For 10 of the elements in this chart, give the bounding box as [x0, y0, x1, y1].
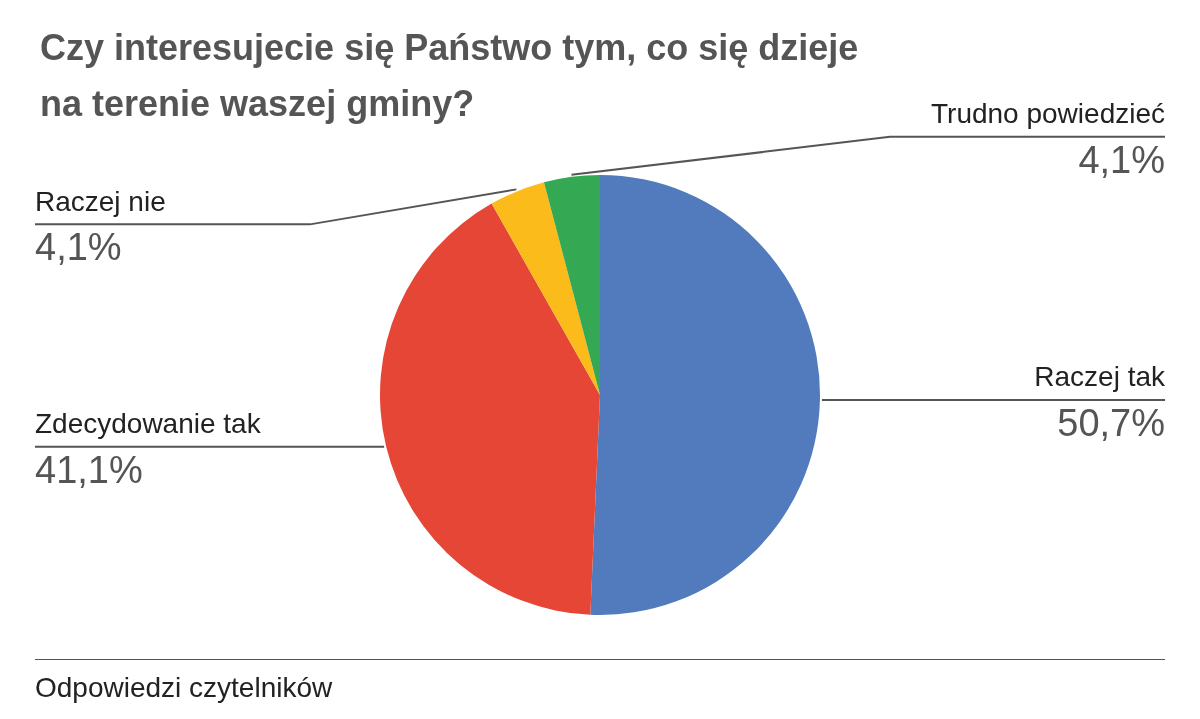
- data-label: 41,1%: [35, 448, 143, 491]
- slice-label: Raczej tak: [1034, 361, 1166, 393]
- chart-title: Czy interesujecie się Państwo tym, co się dzieje na terenie waszej gminy?: [40, 26, 869, 124]
- slice-label: Trudno powiedzieć: [931, 98, 1165, 130]
- slice-label: Raczej nie: [35, 185, 166, 217]
- data-label: 4,1%: [35, 226, 122, 269]
- slice-label: Zdecydowanie tak: [35, 408, 262, 440]
- data-label: 50,7%: [1057, 401, 1165, 444]
- data-label: 4,1%: [1078, 138, 1165, 181]
- text: Odpowiedzi czytelników: [35, 672, 333, 704]
